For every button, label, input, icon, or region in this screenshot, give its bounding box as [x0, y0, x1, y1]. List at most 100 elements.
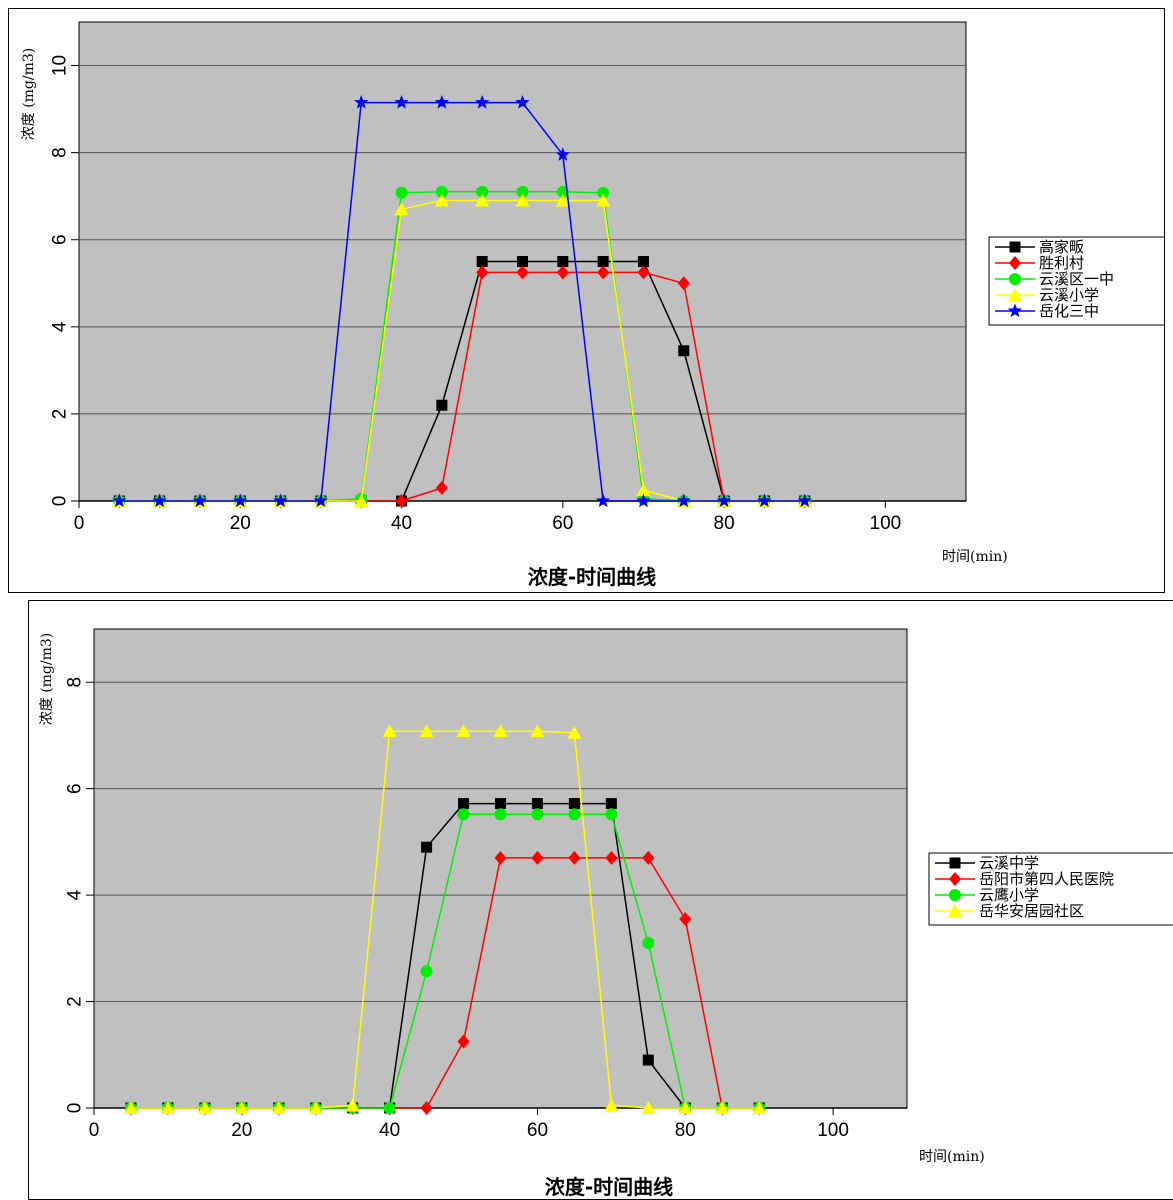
chart-1-x-tick-label: 60	[552, 513, 573, 534]
chart-2-data-point	[493, 724, 508, 738]
chart-2-y-tick-label: 4	[65, 889, 86, 900]
chart-2-y-axis-label: 浓度 (mg/m3)	[39, 633, 55, 726]
chart-1-data-point	[596, 193, 611, 207]
chart-1-y-tick-label: 8	[50, 147, 71, 158]
chart-2-data-point	[531, 850, 544, 865]
chart-1-data-point	[676, 493, 691, 508]
chart-1-data-point	[556, 185, 569, 198]
chart-1-data-point	[394, 95, 409, 109]
chart-2-data-point	[495, 798, 506, 810]
chart-1-data-point	[797, 493, 812, 508]
chart-1-data-point	[436, 399, 448, 411]
chart-1-legend-marker	[1009, 256, 1021, 270]
chart-1-data-point	[517, 256, 528, 267]
chart-1-legend-marker	[1009, 241, 1021, 253]
chart-1-data-point	[636, 483, 651, 497]
chart-2-data-point	[642, 937, 655, 950]
chart-1-data-point	[597, 265, 610, 280]
chart-2-x-axis-label: 时间(min)	[919, 1149, 985, 1165]
chart-1-series-line	[119, 101, 805, 502]
chart-2-y-tick-label: 6	[65, 783, 86, 794]
chart-1-data-point	[273, 493, 288, 508]
chart-1-data-point	[434, 95, 449, 109]
chart-1-data-point	[395, 494, 408, 508]
chart-1-data-point	[354, 494, 369, 507]
chart-1-data-point	[716, 493, 732, 508]
chart-1-data-point	[596, 493, 611, 508]
chart-2-data-point	[457, 808, 470, 821]
chart-1-title: 浓度-时间曲线	[528, 565, 656, 589]
chart-2-y-tick-label: 2	[65, 996, 86, 1007]
chart-1-y-tick-label: 10	[50, 55, 71, 76]
chart-2-data-point	[494, 808, 507, 821]
chart-2-data-point	[678, 1101, 693, 1114]
chart-1-data-point	[435, 480, 448, 495]
chart-2-y-tick-label: 0	[65, 1103, 86, 1114]
chart-1-data-point	[476, 256, 488, 267]
chart-1-x-tick-label: 40	[391, 513, 412, 534]
chart-1-y-tick-label: 4	[50, 321, 71, 332]
chart-1-y-tick-label: 6	[50, 234, 71, 245]
chart-2-x-tick-label: 0	[89, 1120, 100, 1141]
chart-1-legend-label: 胜利村	[1039, 254, 1084, 272]
chart-1-data-point	[112, 493, 127, 508]
chart-2-data-point	[605, 850, 618, 865]
chart-1-legend-label: 高家畈	[1039, 238, 1084, 256]
chart-1-legend-label: 岳化三中	[1039, 302, 1099, 320]
chart-2-x-tick-label: 80	[675, 1120, 696, 1141]
chart-2-legend-label: 云鹰小学	[979, 886, 1039, 904]
chart-1-data-point	[515, 95, 530, 109]
chart-2-data-point	[531, 808, 544, 821]
chart-2-data-point	[123, 1101, 138, 1114]
chart-2-data-point	[715, 1101, 730, 1114]
chart-1-data-point	[475, 193, 490, 207]
chart-2-data-point	[457, 1034, 470, 1049]
chart-2-data-point	[419, 724, 434, 738]
chart-2-legend-marker	[949, 872, 961, 886]
chart-2-legend-label: 岳华安居园社区	[979, 902, 1084, 920]
chart-1-data-point	[152, 493, 167, 508]
chart-1-data-point	[395, 186, 408, 199]
chart-2-data-point	[234, 1101, 249, 1114]
chart-1-data-point	[192, 493, 208, 508]
chart-2-title: 浓度-时间曲线	[545, 1175, 673, 1199]
chart-2-data-point	[345, 1098, 360, 1112]
chart-2-x-tick-label: 60	[527, 1120, 548, 1141]
chart-1-data-point	[597, 186, 610, 199]
chart-2-series-3	[123, 724, 767, 1114]
chart-1-y-axis-label: 浓度 (mg/m3)	[21, 48, 37, 141]
chart-1-data-point	[757, 493, 772, 508]
chart-1-data-point	[476, 265, 489, 280]
chart-1-x-tick-label: 0	[74, 513, 85, 534]
chart-2-data-point	[604, 1098, 619, 1112]
chart-1-data-point	[557, 256, 569, 267]
chart-1-legend-label: 云溪区一中	[1039, 270, 1114, 288]
chart-1-data-point	[597, 256, 609, 267]
chart-2-data-point	[752, 1101, 767, 1114]
chart-2-data-point	[421, 841, 433, 853]
chart-1-data-point	[434, 193, 449, 207]
chart-2-data-point	[568, 808, 581, 821]
chart-1-data-point	[678, 345, 690, 357]
chart-2-data-point	[456, 724, 471, 738]
chart-2-data-point	[308, 1101, 323, 1114]
chart-1-data-point	[637, 265, 650, 280]
chart-2-data-point	[642, 850, 655, 865]
chart-1-data-point	[354, 95, 369, 109]
chart-1-data-point	[435, 185, 448, 198]
chart-2-data-point	[197, 1101, 212, 1114]
chart-2-data-point	[642, 1054, 654, 1066]
chart-2-data-point	[160, 1101, 175, 1114]
chart-2-data-point	[420, 965, 433, 978]
chart-2-x-tick-label: 20	[231, 1120, 252, 1141]
chart-2-series-line	[131, 730, 760, 1109]
chart-2-data-point	[568, 798, 580, 810]
chart-2-data-point	[641, 1101, 656, 1114]
chart-2-plot-area	[93, 628, 908, 1109]
chart-2-x-tick-label: 40	[379, 1120, 400, 1141]
chart-1-data-point	[556, 265, 569, 280]
chart-1-data-point	[475, 95, 490, 109]
chart-2-data-point	[530, 724, 545, 738]
chart-1-x-tick-label: 100	[870, 513, 902, 534]
